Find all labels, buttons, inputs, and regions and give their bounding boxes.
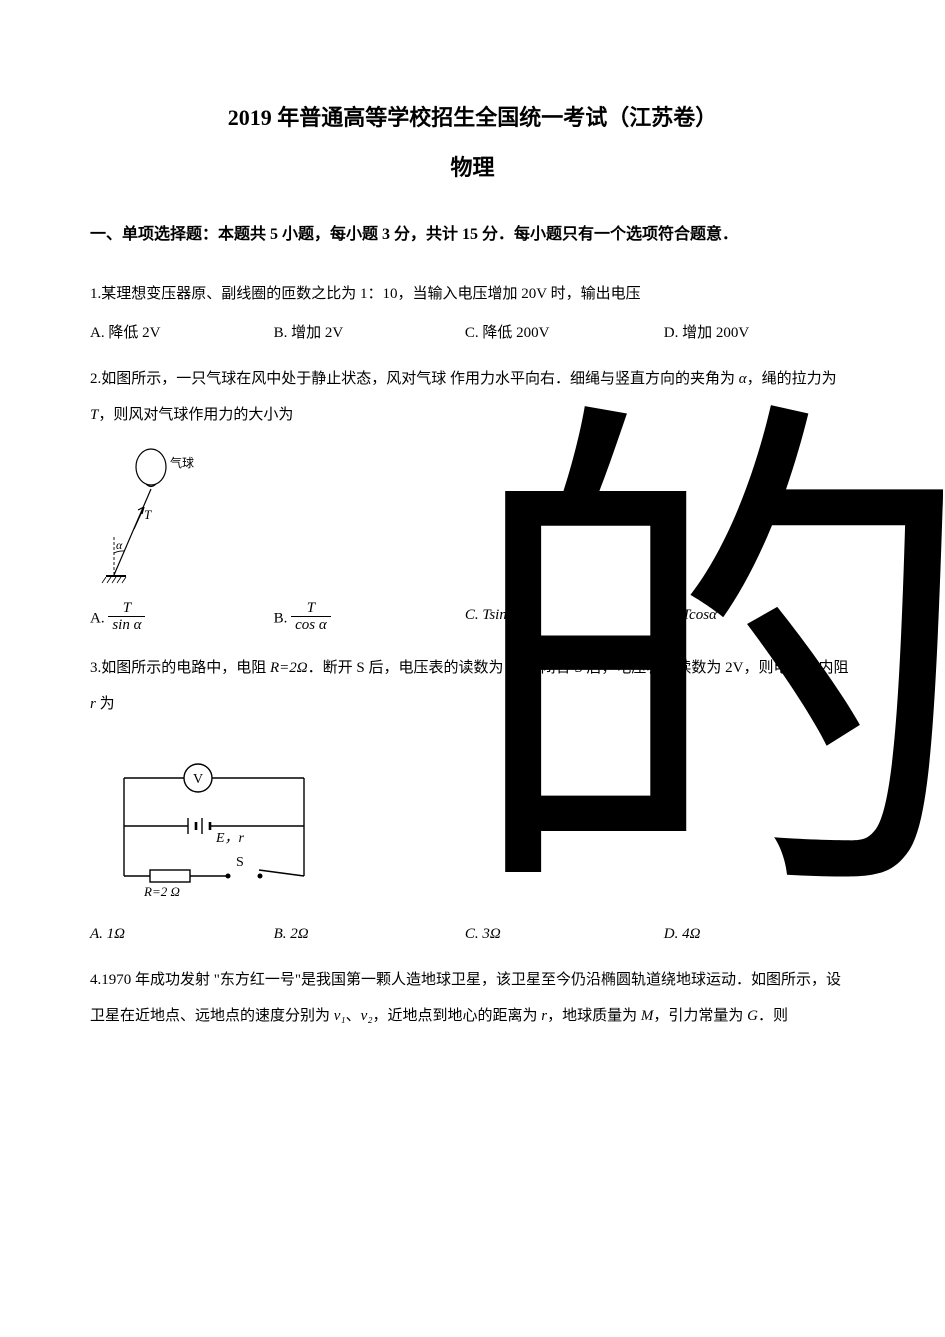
q4-p4: ，引力常量为 bbox=[653, 1008, 747, 1024]
q2d-text: D. Tcosα bbox=[664, 607, 717, 623]
q3-p2: ．断开 S 后，电压表的读数为 3V；闭合 S 后，电压表的读数为 2V，则电源… bbox=[308, 660, 849, 676]
q4-text: 4.1970 年成功发射 "东方红一号"是我国第一颗人造地球卫星，该卫星至今仍沿… bbox=[90, 962, 855, 1034]
q1-option-a: A. 降低 2V bbox=[90, 320, 274, 347]
q2b-pre: B. bbox=[274, 610, 292, 626]
balloon-label: 气球 bbox=[170, 455, 194, 470]
q3-p3: 为 bbox=[96, 696, 115, 712]
q2-part3: ，则风对气球作用力的大小为 bbox=[98, 407, 293, 423]
q3-text: 3.如图所示的电路中，电阻 R=2Ω．断开 S 后，电压表的读数为 3V；闭合 … bbox=[90, 650, 855, 722]
q2-option-d: D. Tcosα bbox=[664, 602, 855, 636]
section1-heading: 一、单项选择题：本题共 5 小题，每小题 3 分，共计 15 分．每小题只有一个… bbox=[90, 222, 855, 248]
circuit-Er: E，r bbox=[215, 831, 245, 846]
q3-option-b: B. 2Ω bbox=[274, 921, 465, 948]
q2b-num: T bbox=[291, 600, 331, 618]
q4-G: G bbox=[747, 1008, 758, 1024]
alpha-label: α bbox=[116, 538, 123, 552]
q2c-text: C. Tsinα bbox=[465, 607, 515, 623]
q2-part2a: ，绳的拉力为 bbox=[747, 371, 837, 387]
q3-R: R=2Ω bbox=[270, 660, 308, 676]
q3-options: A. 1Ω B. 2Ω C. 3Ω D. 4Ω bbox=[90, 921, 855, 948]
q3-option-c: C. 3Ω bbox=[465, 921, 664, 948]
q2-options: A. Tsin α B. Tcos α C. Tsinα D. Tcosα bbox=[90, 602, 855, 636]
q2-alpha: α bbox=[739, 371, 747, 387]
q1-option-d: D. 增加 200V bbox=[664, 320, 855, 347]
q1-options: A. 降低 2V B. 增加 2V C. 降低 200V D. 增加 200V bbox=[90, 320, 855, 347]
q3-option-d: D. 4Ω bbox=[664, 921, 855, 948]
q1-option-c: C. 降低 200V bbox=[465, 320, 664, 347]
T-label: T bbox=[144, 507, 152, 522]
q2-balloon-figure: 气球 T α bbox=[96, 447, 216, 587]
q3-option-a: A. 1Ω bbox=[90, 921, 274, 948]
q2a-pre: A. bbox=[90, 610, 108, 626]
q4-v1: v₁ bbox=[334, 1008, 346, 1024]
q4-sep: 、 bbox=[346, 1008, 361, 1024]
q4-p3: ，地球质量为 bbox=[547, 1008, 641, 1024]
q1-option-b: B. 增加 2V bbox=[274, 320, 465, 347]
q2-option-c: C. Tsinα bbox=[465, 602, 664, 636]
q4-v2: v₂ bbox=[361, 1008, 373, 1024]
q4-p5: ．则 bbox=[758, 1008, 788, 1024]
q2a-num: T bbox=[108, 600, 145, 618]
q2-text: 2.如图所示，一只气球在风中处于静止状态，风对气球 作用力水平向右．细绳与竖直方… bbox=[90, 361, 855, 433]
circuit-R: R=2 Ω bbox=[143, 884, 180, 898]
q2-option-b: B. Tcos α bbox=[274, 602, 465, 636]
q1-text: 1.某理想变压器原、副线圈的匝数之比为 1：10，当输入电压增加 20V 时，输… bbox=[90, 276, 855, 312]
circuit-S: S bbox=[236, 855, 244, 870]
q4-p2: ，近地点到地心的距离为 bbox=[373, 1008, 542, 1024]
q4-M: M bbox=[641, 1008, 654, 1024]
q2b-den: cos α bbox=[291, 617, 331, 634]
q3-p1: 3.如图所示的电路中，电阻 bbox=[90, 660, 270, 676]
title-main: 2019 年普通高等学校招生全国统一考试（江苏卷） bbox=[90, 100, 855, 132]
q2a-den: sin α bbox=[108, 617, 145, 634]
q2-part1: 2.如图所示，一只气球在风中处于静止状态，风对气球 作用力水平向右．细绳与竖直方… bbox=[90, 371, 739, 387]
q3-circuit-figure: V E，r R=2 Ω S bbox=[104, 748, 334, 898]
q2-option-a: A. Tsin α bbox=[90, 602, 274, 636]
page-content: 2019 年普通高等学校招生全国统一考试（江苏卷） 物理 一、单项选择题：本题共… bbox=[90, 100, 855, 1034]
title-sub: 物理 bbox=[90, 150, 855, 182]
circuit-V: V bbox=[193, 772, 203, 787]
